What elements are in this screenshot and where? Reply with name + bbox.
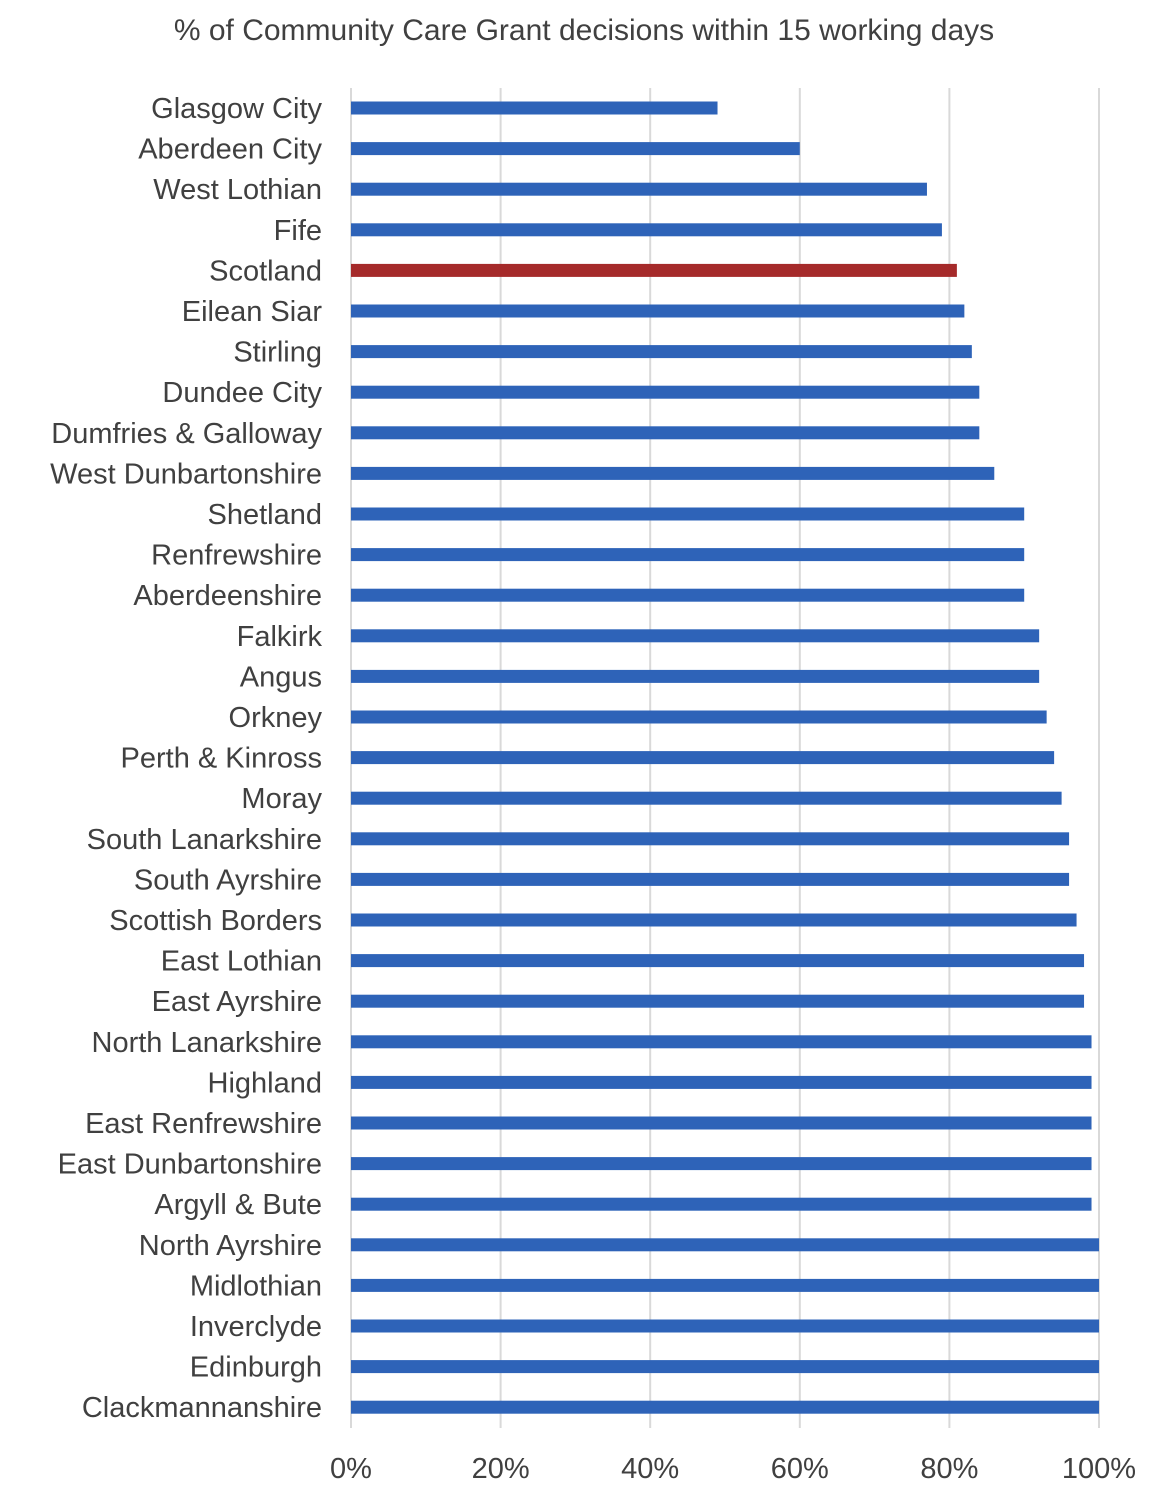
- category-labels: Glasgow City Aberdeen City West Lothian Fif…: [50, 93, 322, 1424]
- category-label: Stirling: [233, 337, 322, 369]
- bar: [351, 832, 1070, 846]
- category-label: Dundee City: [162, 377, 322, 409]
- bar: [351, 182, 927, 196]
- x-tick-label: 20%: [472, 1453, 530, 1485]
- category-label: Fife: [274, 215, 322, 247]
- bar: [351, 426, 980, 440]
- bar: [351, 954, 1085, 968]
- bar: [351, 872, 1070, 886]
- bar: [351, 1319, 1099, 1333]
- category-label: East Ayrshire: [152, 986, 322, 1018]
- bar: [351, 588, 1025, 602]
- x-tick-label: 0%: [330, 1453, 372, 1485]
- x-tick-label: 100%: [1062, 1453, 1136, 1485]
- bar: [351, 223, 942, 237]
- bar: [351, 751, 1055, 765]
- category-label: West Lothian: [153, 174, 322, 206]
- bars: [351, 101, 1099, 1414]
- category-label: Orkney: [229, 702, 323, 734]
- category-label: Scotland: [209, 255, 322, 287]
- bar: [351, 1075, 1092, 1089]
- category-label: East Dunbartonshire: [58, 1149, 322, 1181]
- bar: [351, 548, 1025, 562]
- bar: [351, 791, 1062, 805]
- bar: [351, 345, 972, 359]
- category-label: Dumfries & Galloway: [51, 418, 322, 450]
- chart-title: % of Community Care Grant decisions with…: [173, 14, 995, 47]
- category-label: Angus: [240, 661, 322, 693]
- category-label: Renfrewshire: [151, 540, 322, 572]
- category-label: Falkirk: [237, 621, 323, 653]
- x-tick-label: 80%: [920, 1453, 978, 1485]
- category-label: Clackmannanshire: [82, 1392, 322, 1424]
- bar: [351, 1116, 1092, 1130]
- category-label: West Dunbartonshire: [50, 458, 322, 490]
- bar: [351, 101, 718, 115]
- bar: [351, 142, 800, 156]
- bar: [351, 466, 995, 480]
- x-tick-label: 40%: [621, 1453, 679, 1485]
- category-label: Inverclyde: [190, 1311, 322, 1343]
- category-label: East Renfrewshire: [85, 1108, 322, 1140]
- bar: [351, 629, 1040, 643]
- bar: [351, 1035, 1092, 1049]
- bar: [351, 263, 957, 277]
- bar: [351, 304, 965, 318]
- x-axis-tick-labels: 0% 20% 40% 60% 80% 100%: [330, 1453, 1136, 1485]
- category-label: Aberdeenshire: [133, 580, 322, 612]
- category-label: North Lanarkshire: [92, 1027, 323, 1059]
- category-label: Midlothian: [190, 1270, 322, 1302]
- bar: [351, 1278, 1099, 1292]
- bar: [351, 1400, 1099, 1414]
- category-label: Perth & Kinross: [121, 743, 322, 775]
- category-label: Eilean Siar: [182, 296, 323, 328]
- x-tick-label: 60%: [771, 1453, 829, 1485]
- bar: [351, 994, 1085, 1008]
- category-label: Aberdeen City: [138, 134, 322, 166]
- bar: [351, 710, 1047, 724]
- category-label: Scottish Borders: [109, 905, 322, 937]
- bar: [351, 385, 980, 399]
- category-label: Shetland: [208, 499, 323, 531]
- category-label: East Lothian: [161, 946, 322, 978]
- category-label: Argyll & Bute: [154, 1189, 322, 1221]
- bar: [351, 913, 1077, 927]
- category-label: Moray: [241, 783, 322, 815]
- bar: [351, 1238, 1099, 1252]
- bar: [351, 1197, 1092, 1211]
- category-label: Highland: [208, 1067, 322, 1099]
- category-label: South Lanarkshire: [87, 824, 322, 856]
- bar: [351, 1157, 1092, 1171]
- category-label: Glasgow City: [151, 93, 322, 125]
- bar: [351, 1360, 1099, 1374]
- category-label: Edinburgh: [190, 1352, 322, 1384]
- bar: [351, 507, 1025, 521]
- category-label: North Ayrshire: [139, 1230, 322, 1262]
- bar: [351, 669, 1040, 683]
- category-label: South Ayrshire: [134, 864, 322, 896]
